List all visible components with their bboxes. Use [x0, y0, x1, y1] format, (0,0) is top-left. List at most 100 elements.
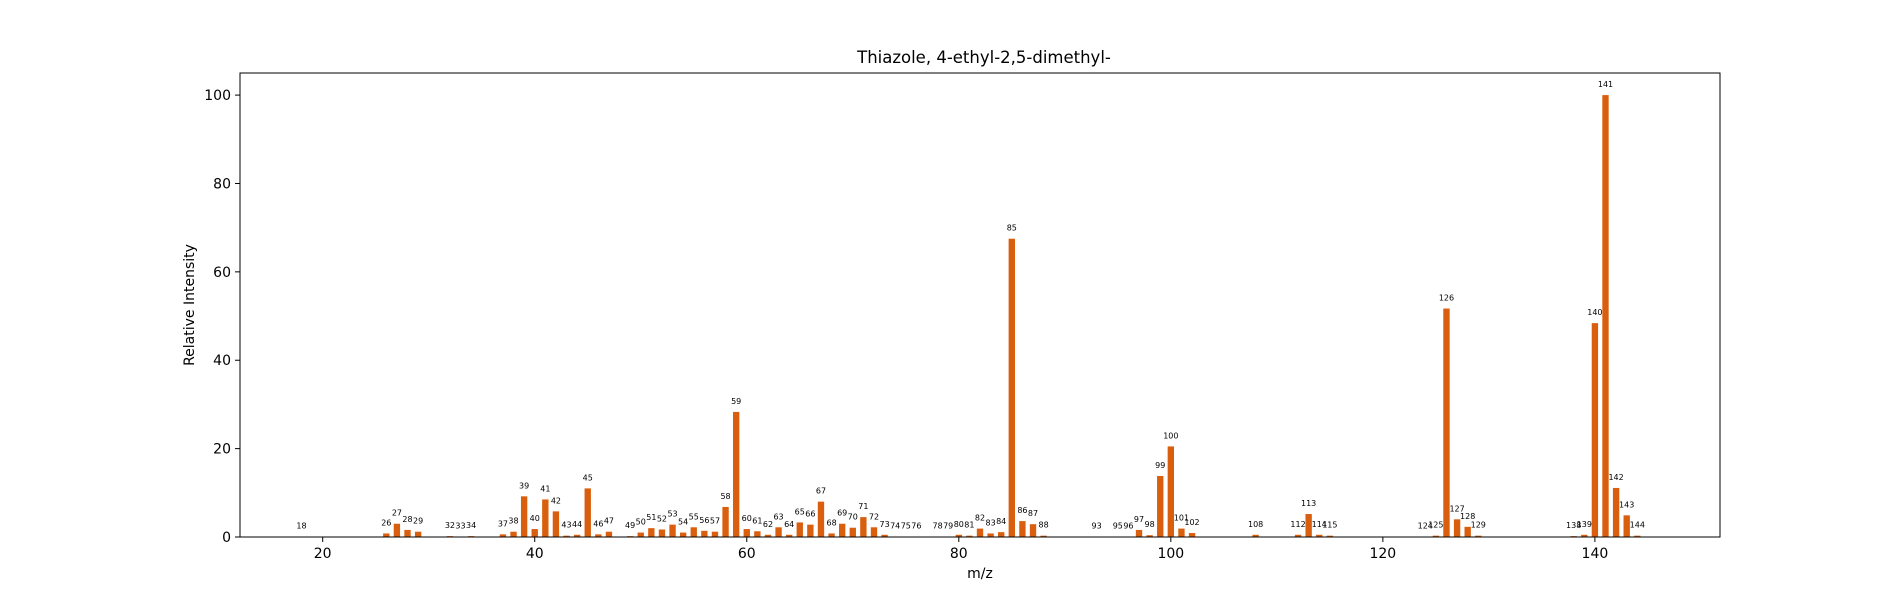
peak-bar-mz-112 — [1294, 534, 1302, 537]
peak-bar-mz-142 — [1612, 487, 1620, 537]
x-tick-label: 80 — [950, 546, 968, 562]
peak-label-mz-18: 18 — [296, 522, 306, 531]
y-axis-label: Relative Intensity — [182, 244, 198, 366]
peak-label-mz-72: 72 — [869, 512, 879, 521]
peak-label-mz-29: 29 — [413, 517, 423, 526]
y-tick-label: 80 — [213, 176, 231, 192]
peak-label-mz-50: 50 — [636, 518, 646, 527]
peak-label-mz-113: 113 — [1301, 499, 1316, 508]
peak-label-mz-125: 125 — [1428, 521, 1443, 530]
peak-bar-mz-139 — [1581, 534, 1588, 537]
peak-bar-mz-54 — [679, 532, 687, 537]
peak-bar-mz-40 — [531, 529, 538, 537]
peak-label-mz-99: 99 — [1155, 461, 1165, 470]
peak-bar-mz-37 — [499, 534, 507, 537]
peak-label-mz-27: 27 — [392, 509, 402, 518]
peak-bar-mz-72 — [870, 527, 878, 537]
peak-label-mz-102: 102 — [1184, 518, 1199, 527]
peak-label-mz-95: 95 — [1113, 522, 1123, 531]
peak-bar-mz-113 — [1305, 514, 1312, 537]
peak-label-mz-60: 60 — [742, 514, 752, 523]
peak-bar-mz-27 — [393, 523, 401, 537]
peak-bar-mz-98 — [1146, 535, 1153, 537]
peak-label-mz-75: 75 — [901, 522, 911, 531]
peak-label-mz-142: 142 — [1608, 473, 1623, 482]
peak-label-mz-40: 40 — [530, 514, 540, 523]
peak-bar-mz-101 — [1178, 528, 1185, 537]
peak-label-mz-61: 61 — [752, 516, 762, 525]
peak-label-mz-39: 39 — [519, 481, 529, 490]
peak-bar-mz-29 — [414, 531, 422, 537]
peak-label-mz-34: 34 — [466, 521, 476, 530]
peak-bar-mz-60 — [743, 529, 750, 537]
peak-label-mz-138: 138 — [1566, 521, 1581, 530]
peak-label-mz-86: 86 — [1017, 506, 1027, 515]
peak-bar-mz-80 — [955, 534, 962, 537]
peak-bar-mz-39 — [520, 496, 528, 537]
peak-label-mz-84: 84 — [996, 517, 1006, 526]
peak-label-mz-51: 51 — [646, 513, 656, 522]
peak-label-mz-62: 62 — [763, 520, 773, 529]
peak-label-mz-87: 87 — [1028, 509, 1038, 518]
peak-label-mz-70: 70 — [848, 513, 858, 522]
peak-bar-mz-126 — [1443, 308, 1450, 537]
peak-bar-mz-26 — [383, 533, 390, 537]
peak-label-mz-97: 97 — [1134, 515, 1144, 524]
peak-bar-mz-55 — [690, 527, 697, 537]
peak-bar-mz-108 — [1252, 534, 1259, 537]
peak-label-mz-56: 56 — [699, 516, 709, 525]
peak-bar-mz-53 — [669, 524, 676, 537]
peak-label-mz-63: 63 — [773, 512, 783, 521]
peak-label-mz-74: 74 — [890, 522, 900, 531]
peak-label-mz-28: 28 — [402, 515, 412, 524]
peak-bar-mz-41 — [542, 499, 549, 537]
peak-label-mz-85: 85 — [1007, 224, 1017, 233]
peak-bar-mz-59 — [732, 411, 740, 537]
peak-bar-mz-114 — [1316, 534, 1323, 537]
peak-bar-mz-84 — [998, 532, 1005, 537]
peak-bar-mz-144 — [1634, 535, 1641, 537]
peak-label-mz-52: 52 — [657, 514, 667, 523]
peak-label-mz-114: 114 — [1312, 520, 1327, 529]
peak-label-mz-139: 139 — [1577, 520, 1592, 529]
peak-bar-mz-100 — [1167, 446, 1175, 537]
peak-label-mz-59: 59 — [731, 397, 741, 406]
peak-label-mz-80: 80 — [954, 520, 964, 529]
peak-label-mz-58: 58 — [720, 492, 730, 501]
peak-label-mz-96: 96 — [1123, 522, 1133, 531]
peak-label-mz-79: 79 — [943, 522, 953, 531]
x-tick-label: 100 — [1157, 546, 1184, 562]
peak-label-mz-42: 42 — [551, 496, 561, 505]
y-tick-label: 20 — [213, 442, 231, 458]
peak-bar-mz-102 — [1188, 533, 1196, 537]
peak-bar-mz-125 — [1432, 535, 1440, 537]
peak-bar-mz-81 — [966, 535, 973, 537]
chart-title: Thiazole, 4-ethyl-2,5-dimethyl- — [856, 48, 1111, 67]
peak-label-mz-46: 46 — [593, 519, 603, 528]
peak-bar-mz-47 — [605, 531, 613, 537]
peak-bar-mz-115 — [1326, 535, 1334, 537]
peak-label-mz-49: 49 — [625, 521, 635, 530]
peak-label-mz-32: 32 — [445, 521, 455, 530]
peak-label-mz-140: 140 — [1587, 308, 1602, 317]
peak-bar-mz-46 — [595, 534, 602, 537]
peak-bar-mz-140 — [1591, 323, 1599, 537]
peak-label-mz-128: 128 — [1460, 512, 1475, 521]
peak-bar-mz-42 — [552, 511, 560, 537]
peak-bar-mz-52 — [658, 529, 666, 537]
peak-label-mz-129: 129 — [1471, 521, 1486, 530]
peak-bar-mz-68 — [828, 533, 835, 537]
peak-label-mz-82: 82 — [975, 514, 985, 523]
peak-bar-mz-69 — [839, 523, 846, 537]
peak-bar-mz-51 — [648, 528, 655, 537]
peak-bar-mz-28 — [404, 529, 411, 537]
peak-label-mz-112: 112 — [1290, 520, 1305, 529]
peak-label-mz-54: 54 — [678, 518, 688, 527]
peak-label-mz-45: 45 — [583, 473, 593, 482]
peak-bar-mz-56 — [701, 530, 708, 537]
peak-label-mz-73: 73 — [879, 520, 889, 529]
peak-label-mz-43: 43 — [561, 521, 571, 530]
x-axis-label: m/z — [967, 566, 993, 582]
peak-label-mz-76: 76 — [911, 522, 921, 531]
